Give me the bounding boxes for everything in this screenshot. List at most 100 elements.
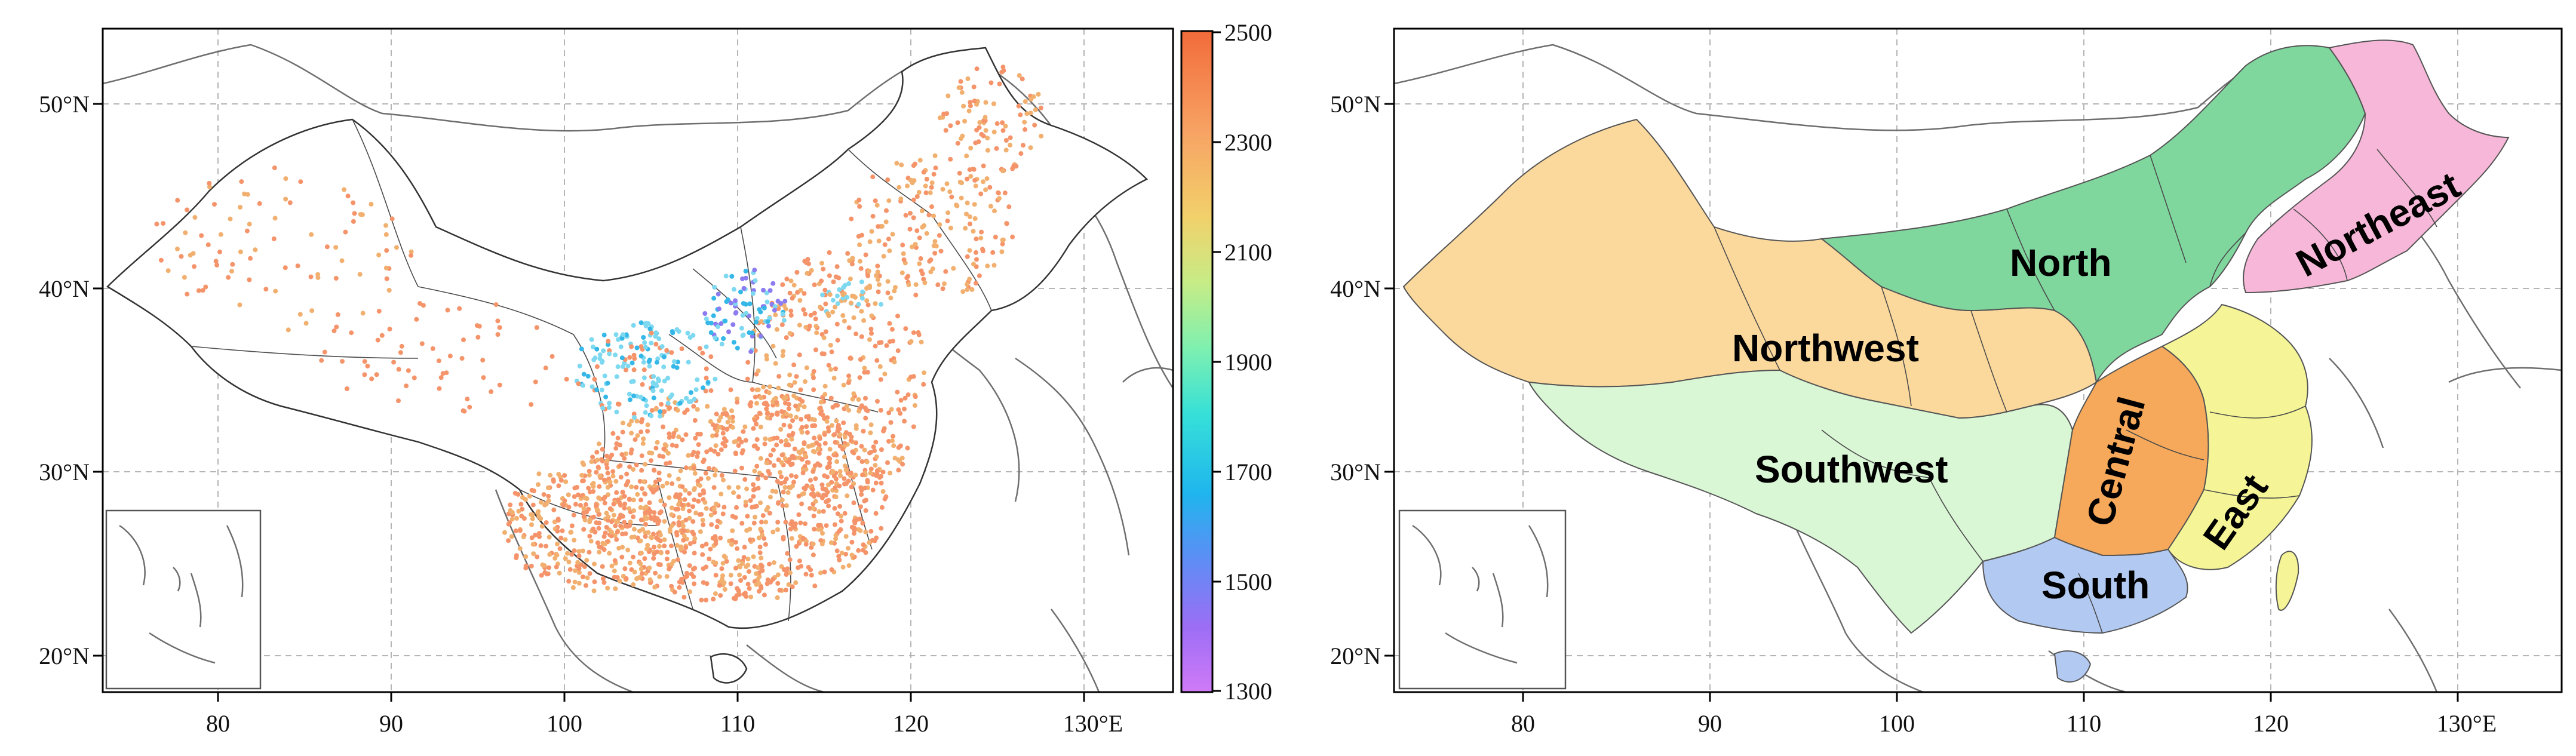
- station-point: [1023, 99, 1028, 104]
- station-point: [719, 566, 724, 571]
- station-point: [757, 574, 762, 579]
- station-point: [834, 453, 839, 458]
- station-point: [879, 525, 884, 531]
- station-point: [580, 548, 585, 554]
- station-point: [885, 279, 891, 284]
- station-point: [613, 445, 619, 451]
- station-point: [767, 437, 773, 442]
- station-point: [802, 404, 807, 410]
- station-point: [613, 586, 618, 591]
- station-point: [465, 397, 470, 402]
- station-point: [762, 536, 767, 541]
- station-point: [758, 456, 763, 461]
- station-point: [872, 538, 877, 543]
- station-point: [717, 306, 721, 312]
- station-point: [817, 463, 822, 468]
- station-point: [787, 557, 793, 563]
- region-map-panel: Northwest North Northeast Southwest Cent…: [1330, 27, 2563, 737]
- station-point: [818, 305, 822, 310]
- station-point: [812, 282, 817, 287]
- station-point: [859, 279, 864, 285]
- station-point: [859, 444, 864, 449]
- station-point: [640, 382, 645, 387]
- station-point: [885, 460, 890, 465]
- station-point: [913, 394, 918, 399]
- station-point: [860, 289, 865, 294]
- station-point: [715, 324, 720, 330]
- station-point: [563, 537, 568, 542]
- station-point: [627, 355, 633, 360]
- station-point: [557, 570, 562, 576]
- station-point: [835, 337, 840, 343]
- station-point: [612, 568, 617, 574]
- station-point: [544, 543, 549, 549]
- station-point: [721, 426, 726, 431]
- station-point: [714, 432, 719, 438]
- station-point: [695, 450, 701, 456]
- station-point: [779, 452, 785, 457]
- station-point: [690, 333, 696, 338]
- station-point: [772, 463, 776, 468]
- station-point: [758, 425, 763, 430]
- station-point: [589, 384, 595, 389]
- station-point: [399, 343, 404, 349]
- station-point: [649, 458, 653, 463]
- station-point: [794, 414, 799, 420]
- station-point: [908, 339, 914, 344]
- station-point: [793, 580, 799, 585]
- station-point: [826, 362, 831, 368]
- station-point: [822, 441, 828, 446]
- station-point: [806, 444, 811, 449]
- station-point: [740, 561, 745, 566]
- station-point: [662, 409, 667, 414]
- station-point: [856, 302, 861, 307]
- station-point: [739, 465, 744, 471]
- station-point: [638, 505, 643, 510]
- station-point: [833, 485, 838, 490]
- station-point: [875, 277, 880, 282]
- station-point: [731, 287, 736, 292]
- station-point: [852, 527, 857, 533]
- station-point: [714, 502, 719, 506]
- station-point: [759, 564, 764, 569]
- station-point: [820, 486, 825, 491]
- station-point: [650, 388, 656, 394]
- station-point: [742, 575, 747, 580]
- station-point: [676, 523, 681, 528]
- station-point: [832, 432, 837, 437]
- station-point: [770, 343, 776, 349]
- station-point: [804, 424, 809, 429]
- station-point: [835, 402, 840, 408]
- station-point: [888, 420, 894, 425]
- station-point: [652, 585, 658, 590]
- station-point: [845, 294, 850, 300]
- station-point: [617, 579, 622, 584]
- station-point: [647, 500, 652, 505]
- station-point: [624, 483, 629, 488]
- station-point: [849, 262, 855, 267]
- station-point: [810, 552, 816, 558]
- station-point: [683, 545, 689, 551]
- station-point: [701, 522, 706, 527]
- station-point: [692, 497, 697, 503]
- station-point: [217, 249, 222, 254]
- station-point: [781, 318, 787, 323]
- station-point: [788, 521, 793, 527]
- station-point: [810, 469, 816, 474]
- station-point: [362, 372, 367, 377]
- station-point: [884, 343, 889, 348]
- station-point: [638, 538, 643, 543]
- station-point: [594, 364, 600, 369]
- station-point: [750, 291, 756, 296]
- station-point: [438, 375, 444, 380]
- station-point: [848, 355, 853, 361]
- station-point: [982, 118, 988, 123]
- station-point: [647, 577, 653, 582]
- station-point: [974, 127, 980, 133]
- station-point: [882, 242, 888, 247]
- station-point: [248, 256, 253, 261]
- station-point: [741, 592, 747, 597]
- station-point: [538, 543, 544, 548]
- station-point: [1022, 119, 1027, 125]
- station-point: [820, 531, 825, 536]
